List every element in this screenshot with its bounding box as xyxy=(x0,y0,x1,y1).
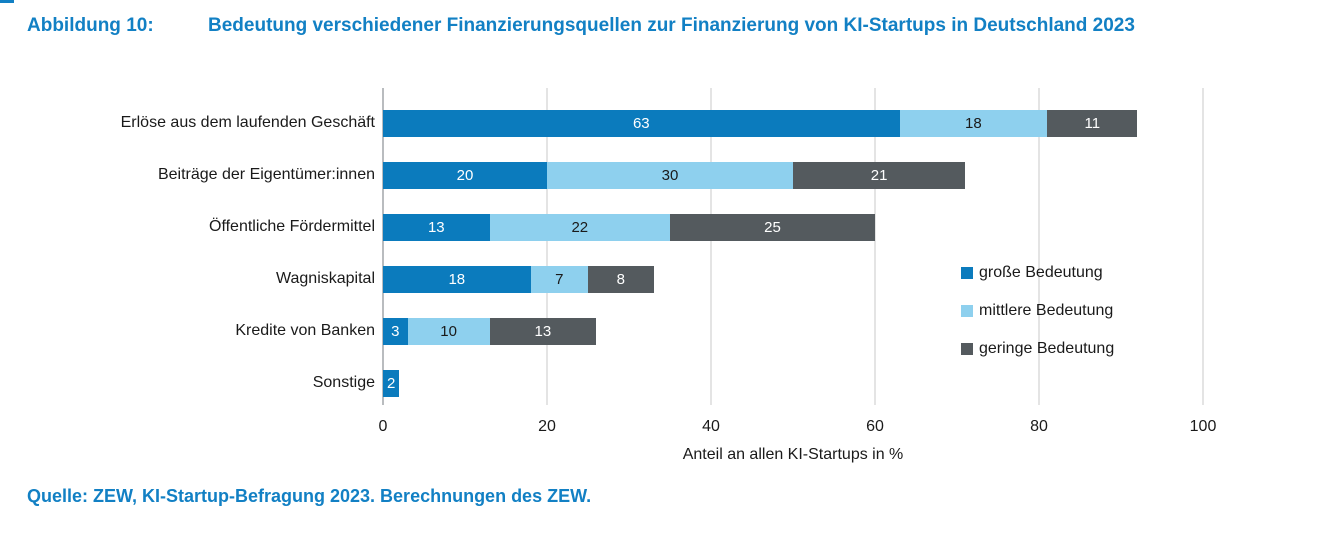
legend-item: geringe Bedeutung xyxy=(961,340,1114,358)
bar-segment: 30 xyxy=(547,162,793,189)
category-label: Kredite von Banken xyxy=(235,322,375,339)
axis-zero-line xyxy=(382,88,384,405)
bar-segment: 20 xyxy=(383,162,547,189)
x-tick-label: 20 xyxy=(538,418,556,435)
x-tick-label: 40 xyxy=(702,418,720,435)
bar-segment: 18 xyxy=(383,266,531,293)
legend-swatch xyxy=(961,305,973,317)
category-label: Öffentliche Fördermittel xyxy=(209,218,375,235)
category-label: Wagniskapital xyxy=(275,270,375,287)
source-note: Quelle: ZEW, KI-Startup-Befragung 2023. … xyxy=(27,486,592,506)
legend-label: geringe Bedeutung xyxy=(979,340,1115,357)
x-tick-label: 0 xyxy=(378,418,388,435)
figure-title-row: Abbildung 10: Bedeutung verschiedener Fi… xyxy=(27,12,1303,39)
x-tick-label: 80 xyxy=(1030,418,1048,435)
legend-swatch xyxy=(961,343,973,355)
page-rule-fragment xyxy=(0,0,14,3)
bar-segment: 11 xyxy=(1047,110,1138,137)
category-label: Erlöse aus dem laufenden Geschäft xyxy=(120,114,375,131)
gridline xyxy=(1202,88,1204,405)
category-label: Beiträge der Eigentümer:innen xyxy=(157,166,375,183)
legend-item: mittlere Bedeutung xyxy=(961,302,1113,320)
figure-title: Bedeutung verschiedener Finanzierungsque… xyxy=(208,15,1135,36)
gridline xyxy=(546,88,548,405)
legend-label: große Bedeutung xyxy=(979,264,1103,281)
gridline xyxy=(874,88,876,405)
bar-segment: 22 xyxy=(489,214,670,241)
x-tick-label: 60 xyxy=(866,418,884,435)
gridline xyxy=(1038,88,1040,405)
bar-segment: 13 xyxy=(383,214,490,241)
category-label: Sonstige xyxy=(312,374,375,391)
x-axis-label: Anteil an allen KI-Startups in % xyxy=(682,446,904,463)
bar-segment: 21 xyxy=(793,162,966,189)
gridline xyxy=(710,88,712,405)
bar-segment: 18 xyxy=(899,110,1048,137)
x-tick-label: 100 xyxy=(1189,418,1217,435)
legend-label: mittlere Bedeutung xyxy=(979,302,1114,319)
bar-segment: 63 xyxy=(383,110,900,137)
bar-segment: 13 xyxy=(489,318,597,345)
legend-item: große Bedeutung xyxy=(961,264,1103,282)
legend-swatch xyxy=(961,267,973,279)
bar-segment: 2 xyxy=(383,370,400,397)
bar-segment: 8 xyxy=(588,266,654,293)
bar-segment: 7 xyxy=(530,266,588,293)
bar-segment: 3 xyxy=(383,318,408,345)
figure-number-label: Abbildung 10: xyxy=(27,15,154,36)
bar-segment: 10 xyxy=(407,318,490,345)
bar-segment: 25 xyxy=(670,214,875,241)
